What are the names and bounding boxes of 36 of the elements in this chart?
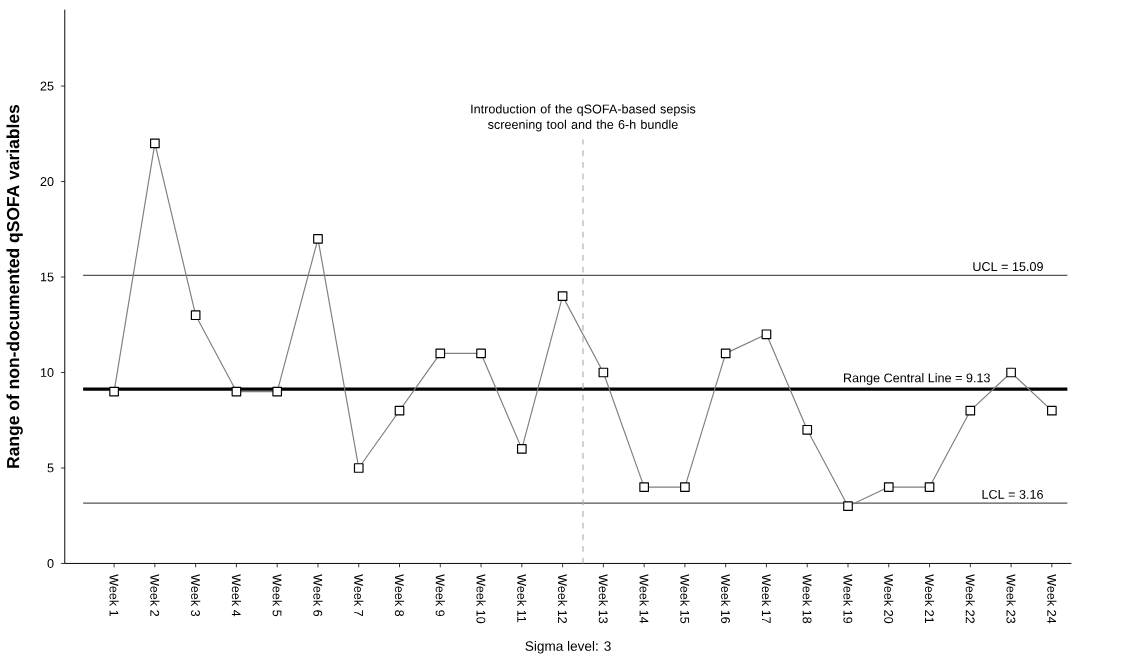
x-tick-label: Week 10 bbox=[476, 574, 486, 624]
x-tick-label: Week 19 bbox=[843, 574, 853, 623]
x-tick-label: Week 21 bbox=[924, 574, 935, 623]
x-tick-label: Week 11 bbox=[517, 574, 527, 623]
x-tick-label: Week 8 bbox=[394, 574, 405, 616]
x-tick-label: Week 22 bbox=[965, 574, 975, 623]
x-tick-label: Week 17 bbox=[761, 574, 772, 623]
ref-line-label: UCL = 15.09 bbox=[973, 261, 1043, 271]
x-tick-label: Week 3 bbox=[191, 574, 201, 616]
annotation: Introduction of the qSOFA-based sepsis screening tool and the 6-h bundle bbox=[471, 104, 696, 132]
x-tick-label: Week 23 bbox=[1006, 574, 1016, 623]
x-tick-label: Week 15 bbox=[680, 574, 690, 624]
x-tick-label: Week 9 bbox=[435, 574, 445, 616]
x-tick-label: Week 20 bbox=[884, 574, 894, 624]
x-tick-label: Week 18 bbox=[802, 574, 812, 623]
x-axis-title: Sigma level: 3 bbox=[525, 640, 611, 654]
x-tick-label: Week 16 bbox=[721, 574, 731, 623]
y-tick-label: 25 bbox=[40, 81, 54, 91]
y-tick-label: 0 bbox=[47, 558, 54, 568]
x-tick-label: Week 13 bbox=[598, 574, 608, 623]
ref-line-label: LCL = 3.16 bbox=[982, 489, 1043, 499]
x-tick-label: Week 2 bbox=[150, 574, 160, 616]
x-tick-label: Week 14 bbox=[639, 574, 649, 624]
x-tick-label: Week 5 bbox=[272, 574, 282, 617]
x-tick-label: Week 12 bbox=[557, 574, 568, 623]
x-tick-label: Week 6 bbox=[313, 574, 323, 616]
y-axis-title: Range of non-documented qSOFA variables bbox=[6, 104, 23, 468]
x-tick-label: Week 4 bbox=[231, 574, 242, 617]
x-tick-label: Week 24 bbox=[1047, 574, 1057, 624]
y-tick-label: 15 bbox=[40, 272, 54, 282]
y-tick-label: 5 bbox=[47, 463, 54, 473]
ref-line-label: Range Central Line = 9.13 bbox=[844, 372, 990, 385]
x-tick-label: Week 7 bbox=[354, 574, 364, 616]
x-tick-label: Week 1 bbox=[109, 574, 119, 616]
y-tick-label: 10 bbox=[40, 367, 54, 377]
y-tick-label: 20 bbox=[40, 176, 54, 186]
